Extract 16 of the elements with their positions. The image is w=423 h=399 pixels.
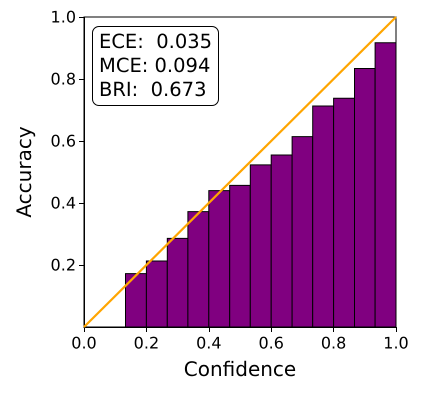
y-tick-label: 0.6 (50, 132, 76, 150)
y-axis-title: Accuracy (12, 126, 36, 218)
annotation: ECE: 0.035 (99, 30, 212, 54)
x-tick-label: 0.6 (258, 334, 284, 352)
x-axis-title: Confidence (184, 357, 296, 381)
x-tick-label: 0.0 (71, 334, 97, 352)
y-tick-label: 0.8 (50, 70, 76, 88)
x-tick-label: 1.0 (383, 334, 409, 352)
y-tick-label: 0.2 (50, 256, 76, 274)
y-tick-label: 1.0 (50, 8, 76, 26)
annotation: BRI: 0.673 (99, 78, 208, 102)
y-tick-label: 0.4 (50, 194, 76, 212)
annotation: MCE: 0.094 (99, 54, 212, 78)
x-tick-label: 0.2 (134, 334, 160, 352)
x-tick-label: 0.4 (196, 334, 222, 352)
x-tick-label: 0.8 (320, 334, 346, 352)
